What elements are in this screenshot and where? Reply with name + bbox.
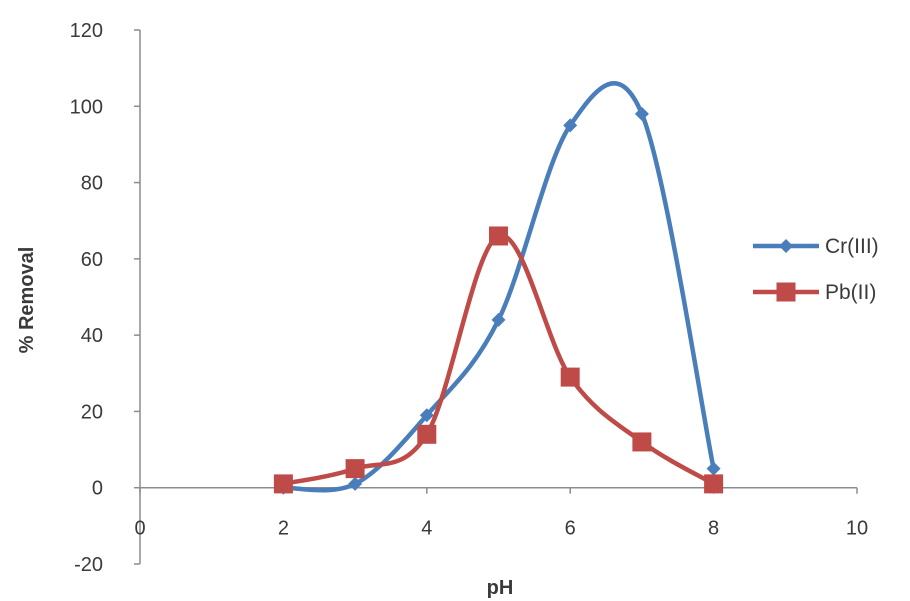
y-tick-label: 0 [92, 478, 103, 500]
y-tick-label: 120 [70, 20, 103, 42]
legend: Cr(III) Pb(II) [753, 235, 879, 304]
x-tick-label: 8 [708, 518, 719, 540]
y-tick-label: 20 [81, 401, 103, 423]
data-point [704, 474, 724, 494]
y-axis: -20 0 20 40 60 80 100 120 [70, 20, 141, 576]
data-point [634, 106, 649, 121]
data-point [706, 461, 721, 476]
legend-marker [776, 282, 796, 302]
x-tick-label: 4 [421, 518, 432, 540]
series-1 [276, 81, 721, 495]
x-tick-label: 10 [846, 518, 868, 540]
data-point [273, 474, 293, 494]
data-point [489, 226, 508, 246]
y-axis-title: % Removal [16, 247, 38, 354]
x-tick-label: 2 [278, 518, 289, 540]
x-tick-label: 0 [134, 518, 145, 540]
x-axis-title: pH [487, 577, 514, 599]
y-tick-label: 100 [70, 96, 103, 118]
x-tick-label: 6 [565, 518, 576, 540]
data-point [419, 408, 434, 423]
data-point [348, 476, 363, 491]
legend-label: Pb(II) [825, 281, 876, 304]
legend-label: Cr(III) [825, 235, 879, 258]
series-2 [273, 226, 724, 494]
data-point [417, 424, 437, 444]
data-point [632, 432, 652, 452]
series-line [281, 81, 716, 493]
legend-marker [779, 239, 793, 253]
data-point [345, 459, 365, 479]
y-tick-label: -20 [74, 554, 103, 576]
y-tick-label: 40 [81, 325, 103, 347]
data-point [491, 312, 506, 327]
data-point [563, 118, 578, 133]
data-point [560, 367, 580, 387]
y-tick-label: 60 [81, 249, 103, 271]
x-axis: 0 2 4 6 8 10 [134, 486, 868, 540]
legend-item: Cr(III) [753, 235, 879, 258]
y-tick-label: 80 [81, 173, 103, 195]
legend-item: Pb(II) [753, 281, 876, 304]
plot-area [273, 81, 724, 495]
